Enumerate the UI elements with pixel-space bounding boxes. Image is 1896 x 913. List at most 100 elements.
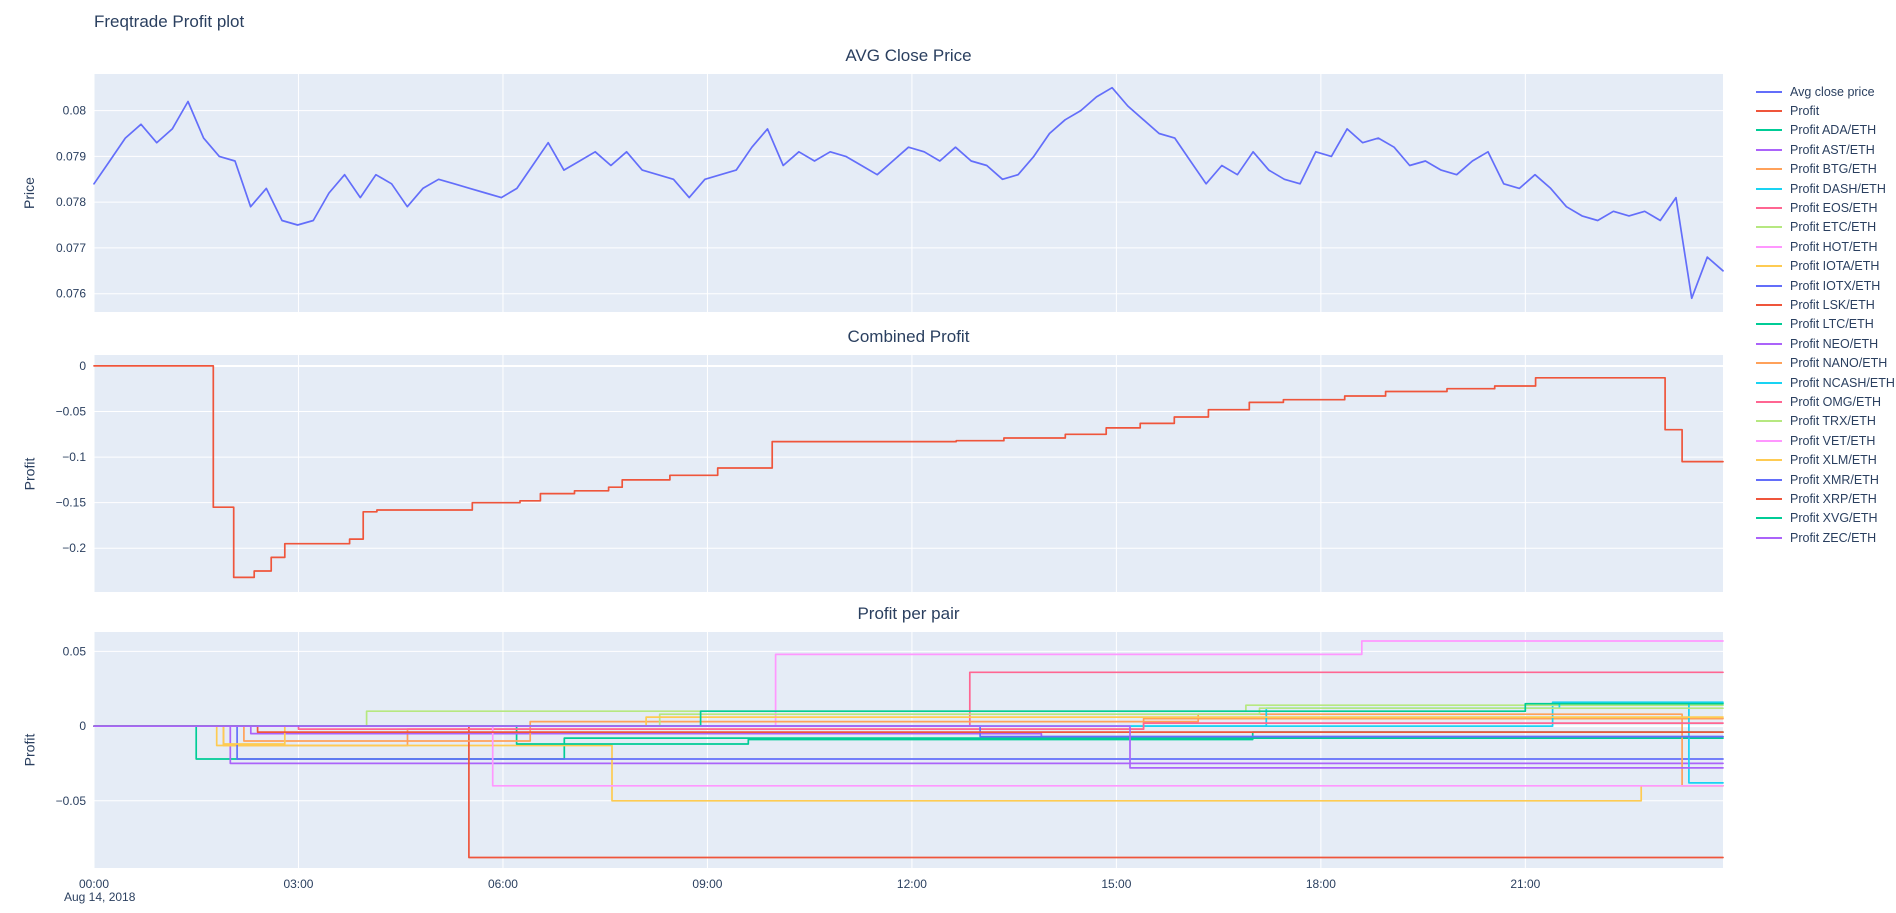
legend-label: Profit ZEC/ETH [1790, 530, 1877, 545]
legend-item-profit-lsk-eth[interactable]: Profit LSK/ETH [1756, 295, 1895, 314]
legend-line-swatch [1756, 110, 1782, 113]
y-tick-label: −0.15 [56, 496, 87, 510]
legend-label: Profit XRP/ETH [1790, 491, 1877, 506]
x-tick-label: 12:00 [897, 877, 927, 891]
y-tick-label: 0 [79, 359, 86, 373]
legend-item-profit-nano-eth[interactable]: Profit NANO/ETH [1756, 353, 1895, 372]
chart-title-profit-per-pair: Profit per pair [857, 604, 960, 623]
chart-title-combined-profit: Combined Profit [847, 327, 970, 346]
x-tick-label: 03:00 [283, 877, 313, 891]
x-tick-label: 06:00 [488, 877, 518, 891]
legend-label: Profit LSK/ETH [1790, 297, 1875, 312]
legend-item-profit-ncash-eth[interactable]: Profit NCASH/ETH [1756, 373, 1895, 392]
y-tick-label: −0.1 [62, 450, 86, 464]
legend-label: Profit OMG/ETH [1790, 394, 1881, 409]
legend-label: Profit XMR/ETH [1790, 472, 1879, 487]
x-tick-label: 00:00 [79, 877, 109, 891]
legend-line-swatch [1756, 342, 1782, 345]
legend-label: Profit DASH/ETH [1790, 181, 1886, 196]
legend-line-swatch [1756, 90, 1782, 93]
x-tick-label: 18:00 [1306, 877, 1336, 891]
legend-label: Profit [1790, 104, 1820, 119]
legend-line-swatch [1756, 439, 1782, 442]
legend-item-profit-ast-eth[interactable]: Profit AST/ETH [1756, 140, 1895, 159]
x-tick-label: 21:00 [1510, 877, 1540, 891]
series-avg-close-price [93, 86, 1724, 300]
profit-per-pair-chart[interactable]: 00:00 03:00 06:00 09:00 12:00 15:00 18:00 21:00… [0, 632, 1740, 902]
y-tick-label: 0.079 [56, 149, 86, 163]
legend-item-profit-vet-eth[interactable]: Profit VET/ETH [1756, 431, 1895, 450]
y-tick-label: −0.05 [56, 405, 87, 419]
legend-line-swatch [1756, 265, 1782, 268]
legend-item-profit-iota-eth[interactable]: Profit IOTA/ETH [1756, 257, 1895, 276]
legend-item-profit-etc-eth[interactable]: Profit ETC/ETH [1756, 218, 1895, 237]
legend-line-swatch [1756, 303, 1782, 306]
legend-label: Profit TRX/ETH [1790, 414, 1876, 429]
legend-line-swatch [1756, 420, 1782, 423]
legend-line-swatch [1756, 148, 1782, 151]
legend-item-profit-neo-eth[interactable]: Profit NEO/ETH [1756, 334, 1895, 353]
page-title: Freqtrade Profit plot [94, 12, 245, 31]
legend-item-profit-xmr-eth[interactable]: Profit XMR/ETH [1756, 470, 1895, 489]
series-profit-iota-eth [93, 725, 1724, 802]
legend-line-swatch [1756, 168, 1782, 171]
y-tick-label: 0.08 [63, 104, 87, 118]
legend-line-swatch [1756, 187, 1782, 190]
legend-line-swatch [1756, 362, 1782, 365]
y-tick-label: 0.077 [56, 241, 86, 255]
legend-item-profit[interactable]: Profit [1756, 101, 1895, 120]
x-tick-label: 15:00 [1101, 877, 1131, 891]
legend-label: Profit IOTX/ETH [1790, 278, 1881, 293]
legend-line-swatch [1756, 536, 1782, 539]
legend-label: Profit BTG/ETH [1790, 162, 1877, 177]
legend-item-profit-xvg-eth[interactable]: Profit XVG/ETH [1756, 509, 1895, 528]
y-tick-label: 0 [79, 719, 86, 733]
x-tick-label: 09:00 [692, 877, 722, 891]
legend-line-swatch [1756, 245, 1782, 248]
series-profit-zec-eth [93, 725, 1724, 769]
legend-item-profit-omg-eth[interactable]: Profit OMG/ETH [1756, 392, 1895, 411]
legend-label: Profit ADA/ETH [1790, 123, 1877, 138]
legend-item-avg-close-price[interactable]: Avg close price [1756, 82, 1895, 101]
legend-item-profit-btg-eth[interactable]: Profit BTG/ETH [1756, 160, 1895, 179]
legend-item-profit-zec-eth[interactable]: Profit ZEC/ETH [1756, 528, 1895, 547]
legend-line-swatch [1756, 478, 1782, 481]
legend-line-swatch [1756, 400, 1782, 403]
legend-item-profit-xrp-eth[interactable]: Profit XRP/ETH [1756, 489, 1895, 508]
legend-item-profit-xlm-eth[interactable]: Profit XLM/ETH [1756, 450, 1895, 469]
legend: Avg close price Profit Profit ADA/ETH Profi… [1756, 82, 1895, 547]
legend-line-swatch [1756, 284, 1782, 287]
y-tick-label: 0.05 [63, 644, 87, 658]
legend-line-swatch [1756, 207, 1782, 210]
legend-label: Profit VET/ETH [1790, 433, 1876, 448]
legend-label: Profit XLM/ETH [1790, 453, 1877, 468]
legend-item-profit-trx-eth[interactable]: Profit TRX/ETH [1756, 412, 1895, 431]
legend-line-swatch [1756, 129, 1782, 132]
y-tick-label: −0.05 [56, 794, 87, 808]
legend-label: Profit EOS/ETH [1790, 201, 1878, 216]
plot-background [94, 74, 1723, 312]
series-profit-xlm-eth [93, 716, 1724, 745]
legend-line-swatch [1756, 323, 1782, 326]
legend-line-swatch [1756, 517, 1782, 520]
legend-line-swatch [1756, 226, 1782, 229]
legend-label: Profit LTC/ETH [1790, 317, 1874, 332]
legend-label: Profit IOTA/ETH [1790, 259, 1880, 274]
legend-item-profit-hot-eth[interactable]: Profit HOT/ETH [1756, 237, 1895, 256]
series-profit [93, 365, 1724, 579]
legend-label: Avg close price [1790, 84, 1875, 99]
y-tick-label: 0.076 [56, 287, 86, 301]
legend-label: Profit ETC/ETH [1790, 220, 1877, 235]
avg-close-price-chart[interactable]: 0.076 0.077 0.078 0.079 0.08 [0, 74, 1740, 312]
series-profit-nano-eth [93, 713, 1724, 787]
plot-background [94, 355, 1723, 592]
legend-item-profit-iotx-eth[interactable]: Profit IOTX/ETH [1756, 276, 1895, 295]
x-axis-date-label: Aug 14, 2018 [64, 890, 136, 904]
legend-item-profit-dash-eth[interactable]: Profit DASH/ETH [1756, 179, 1895, 198]
legend-item-profit-eos-eth[interactable]: Profit EOS/ETH [1756, 198, 1895, 217]
combined-profit-chart[interactable]: 0 −0.05 −0.1 −0.15 −0.2 [0, 355, 1740, 592]
legend-item-profit-ada-eth[interactable]: Profit ADA/ETH [1756, 121, 1895, 140]
legend-line-swatch [1756, 381, 1782, 384]
legend-item-profit-ltc-eth[interactable]: Profit LTC/ETH [1756, 315, 1895, 334]
